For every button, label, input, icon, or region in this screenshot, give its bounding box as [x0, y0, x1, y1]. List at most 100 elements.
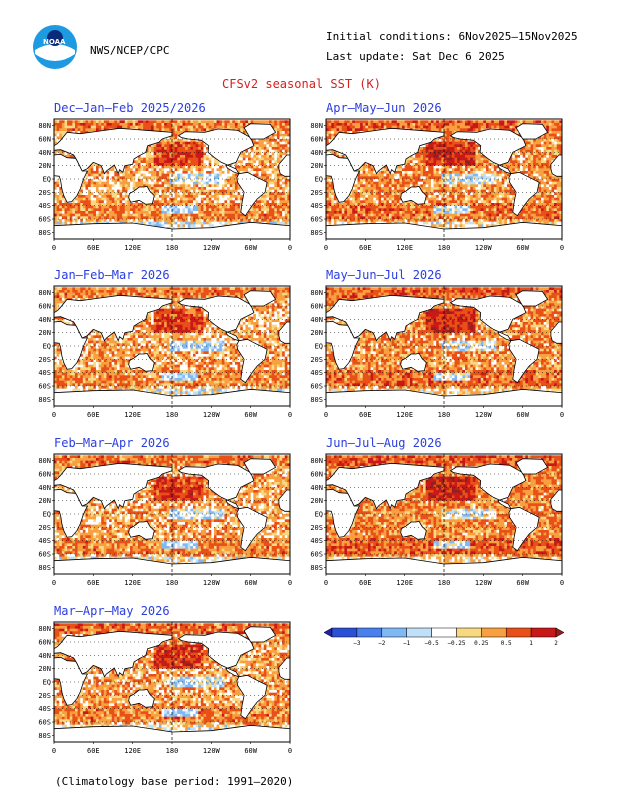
lat-label: 60S: [310, 216, 323, 224]
lat-label: 60N: [38, 303, 51, 311]
lon-label: 0: [52, 579, 56, 587]
colorbar-segment: [331, 627, 358, 638]
greenland-coastline: [243, 626, 277, 643]
lon-label: 60E: [359, 411, 372, 419]
colorbar-label: −3: [353, 640, 361, 647]
agency-name: NWS/NCEP/CPC: [90, 44, 170, 57]
australia-coastline: [128, 520, 155, 540]
lat-label: 20S: [310, 356, 323, 364]
colorbar-label: 0.5: [501, 640, 512, 647]
colorbar-segment: [481, 627, 507, 638]
lon-label: 120W: [203, 411, 221, 419]
north-america-coastline: [177, 128, 255, 175]
lat-label: 60N: [38, 471, 51, 479]
lon-label: 120E: [396, 579, 413, 587]
australia-coastline: [128, 352, 155, 372]
panel-title: Apr–May–Jun 2026: [326, 101, 442, 115]
lat-label: EQ: [43, 511, 51, 519]
colorbar-label: −1: [403, 640, 411, 647]
lat-label: 40S: [310, 202, 323, 210]
lon-label: 180: [166, 747, 179, 755]
lon-label: 60W: [244, 747, 257, 755]
lon-label: 120W: [203, 747, 221, 755]
south-america-coastline: [508, 171, 540, 217]
lon-label: 0: [560, 411, 564, 419]
lat-label: 40N: [38, 484, 51, 492]
lon-label: 120W: [203, 579, 221, 587]
panel-jfm: Jan–Feb–Mar 2026 80N 60N 40N 20N EQ 20S 40S 60S…: [30, 268, 300, 428]
lat-label: EQ: [315, 176, 323, 184]
lat-label: 20N: [310, 497, 323, 505]
page-title: CFSv2 seasonal SST (K): [222, 77, 381, 91]
lat-label: 20N: [38, 665, 51, 673]
lon-label: 0: [288, 411, 292, 419]
panel-mjj: May–Jun–Jul 2026 80N 60N 40N 20N EQ 20S 40S 60S…: [302, 268, 572, 428]
colorbar-segment: [530, 627, 557, 638]
lat-label: 80N: [38, 625, 51, 633]
lat-label: 60S: [38, 719, 51, 727]
lon-label: 180: [166, 411, 179, 419]
lon-label: 0: [324, 579, 328, 587]
lat-label: 60N: [310, 471, 323, 479]
panel-title: Mar–Apr–May 2026: [54, 604, 170, 618]
lon-label: 120W: [475, 579, 493, 587]
panel-title: Jan–Feb–Mar 2026: [54, 268, 170, 282]
lat-label: 40N: [310, 484, 323, 492]
lat-label: 40N: [310, 149, 323, 157]
lon-label: 0: [288, 244, 292, 252]
lat-label: 80S: [310, 564, 323, 572]
lat-label: 20N: [38, 497, 51, 505]
lat-label: 80S: [38, 732, 51, 740]
lat-label: 40S: [38, 202, 51, 210]
colorbar-segment: [505, 627, 532, 638]
panel-jja: Jun–Jul–Aug 2026 80N 60N 40N 20N EQ 20S 40S 60S…: [302, 436, 572, 596]
lat-label: 60N: [310, 303, 323, 311]
colorbar-segment: [431, 627, 457, 638]
eurasia-coastline: [53, 462, 173, 510]
panel-title: May–Jun–Jul 2026: [326, 268, 442, 282]
sst-field: [54, 120, 291, 230]
greenland-coastline: [243, 290, 277, 307]
south-america-coastline: [508, 338, 540, 384]
lon-label: 0: [52, 411, 56, 419]
australia-coastline: [128, 688, 155, 708]
eurasia-coastline: [53, 127, 173, 175]
australia-coastline: [400, 185, 427, 205]
eurasia-coastline: [325, 462, 445, 510]
lon-label: 60W: [244, 411, 257, 419]
lon-label: 120E: [396, 411, 413, 419]
colorbar-segment: [356, 627, 383, 638]
south-america-coastline: [236, 674, 268, 720]
lon-label: 60E: [359, 244, 372, 252]
lat-label: 60N: [38, 639, 51, 647]
lat-label: EQ: [315, 343, 323, 351]
north-america-coastline: [177, 463, 255, 510]
lon-label: 0: [324, 244, 328, 252]
colorbar-label: 2: [554, 640, 558, 647]
lon-label: 120E: [124, 747, 141, 755]
south-america-coastline: [236, 338, 268, 384]
lat-label: 40S: [310, 537, 323, 545]
last-update: Last update: Sat Dec 6 2025: [326, 50, 505, 63]
lat-label: 80N: [38, 122, 51, 130]
lat-label: 20N: [310, 162, 323, 170]
lon-label: 120E: [124, 411, 141, 419]
lat-label: 20N: [38, 329, 51, 337]
australia-coastline: [400, 520, 427, 540]
south-america-coastline: [236, 506, 268, 552]
colorbar: −3−2−1−0.5−0.250.250.5123: [323, 627, 565, 647]
lon-label: 60W: [516, 579, 529, 587]
lon-label: 180: [166, 244, 179, 252]
lon-label: 120E: [124, 244, 141, 252]
north-america-coastline: [449, 295, 527, 342]
lat-label: 60N: [310, 136, 323, 144]
logo-text: NOAA: [43, 38, 66, 46]
lat-label: 40S: [38, 369, 51, 377]
panel-title: Jun–Jul–Aug 2026: [326, 436, 442, 450]
lon-label: 180: [438, 579, 451, 587]
lat-label: 60S: [38, 551, 51, 559]
north-america-coastline: [449, 128, 527, 175]
greenland-coastline: [515, 290, 549, 307]
greenland-coastline: [515, 123, 549, 140]
